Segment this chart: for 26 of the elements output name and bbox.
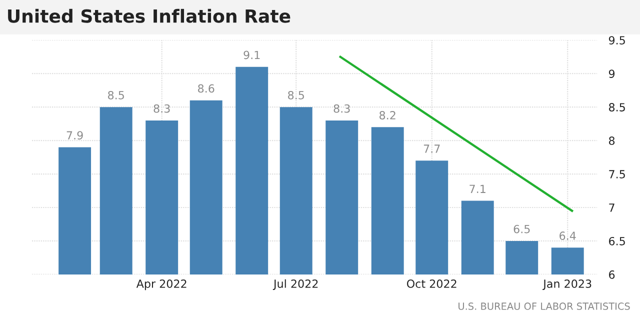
data-label: 8.5	[108, 90, 124, 100]
data-label: 8.5	[288, 90, 304, 100]
data-label: 8.2	[380, 111, 396, 120]
data-label: 6.5	[514, 224, 530, 234]
data-label: 9.1	[244, 50, 260, 60]
chart-title: United States Inflation Rate	[8, 8, 290, 23]
x-tick-label: Oct 2022	[406, 280, 456, 288]
x-tick-label: Jul 2022	[272, 279, 318, 290]
x-tick-label: Apr 2022	[136, 280, 186, 290]
y-tick-label: 8.5	[608, 103, 625, 112]
x-tick-label: Jan 2023	[542, 280, 592, 290]
y-tick-label: 6.5	[609, 236, 625, 246]
y-tick-label: 7	[609, 204, 614, 212]
data-label: 8.6	[198, 84, 214, 93]
y-tick-label: 9.5	[608, 36, 625, 45]
y-tick-label: 9	[608, 70, 615, 78]
data-label: 8.3	[334, 104, 350, 113]
data-label: 7.1	[470, 184, 486, 193]
data-label: 6.4	[560, 232, 576, 240]
data-label: 7.7	[424, 144, 440, 153]
y-tick-label: 7.5	[609, 170, 625, 178]
text: U.S. BUREAU OF LABOR STATISTICS	[458, 302, 630, 310]
data-label: 8.3	[154, 104, 170, 113]
y-tick-label: 8	[608, 136, 615, 145]
data-label: 7.9	[66, 131, 83, 140]
y-tick-label: 6	[609, 270, 615, 279]
